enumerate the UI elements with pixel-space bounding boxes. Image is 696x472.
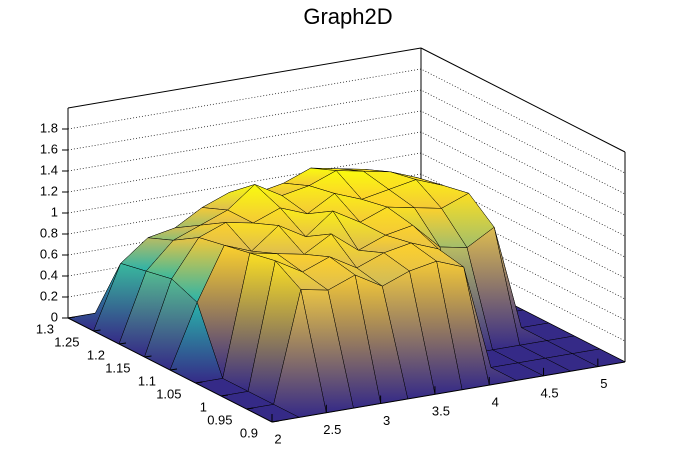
y-tick-label: 1.3 (36, 321, 54, 336)
grid-line (67, 236, 626, 342)
grid-line (67, 131, 626, 237)
y-tick-label: 1.1 (138, 373, 156, 388)
x-axis-line (271, 361, 626, 423)
y-tick-label: 0.95 (207, 412, 232, 427)
x-tick-label: 3.5 (432, 404, 450, 419)
x-tick-label: 4 (492, 395, 499, 410)
z-tick-label: 0 (51, 309, 58, 324)
x-tick-label: 4.5 (540, 385, 558, 400)
y-tick-label: 1 (200, 399, 207, 414)
x-tick-label: 5 (600, 376, 607, 391)
y-tick-label: 1.05 (156, 386, 181, 401)
grid-line (67, 152, 626, 258)
grid-line (67, 194, 626, 300)
y-tick (144, 355, 152, 358)
y-tick-label: 1.15 (105, 360, 130, 375)
frame-edge (67, 47, 422, 109)
z-tick-label: 1.8 (40, 120, 58, 135)
y-tick-label: 1.2 (87, 347, 105, 362)
z-tick-label: 1.6 (40, 141, 58, 156)
y-tick (118, 342, 127, 345)
frame-edge (420, 47, 626, 153)
grid-line (67, 173, 626, 279)
y-tick (271, 420, 280, 423)
grid-line (67, 110, 626, 216)
z-tick-label: 1.2 (40, 183, 58, 198)
surface (67, 167, 626, 423)
chart-title: Graph2D (303, 4, 392, 29)
y-tick (93, 329, 101, 332)
grid-line (67, 89, 626, 195)
grid-line (67, 215, 626, 321)
z-tick-label: 0.2 (40, 288, 58, 303)
y-tick (220, 394, 229, 397)
z-tick-label: 1.4 (40, 162, 58, 177)
x-tick-label: 2 (274, 431, 281, 446)
y-tick (169, 368, 178, 371)
y-tick (195, 381, 203, 384)
x-tick-label: 2.5 (323, 422, 341, 437)
y-tick-label: 0.9 (240, 425, 258, 440)
grid-line (67, 68, 626, 174)
z-tick-label: 0.8 (40, 225, 58, 240)
y-tick (67, 316, 76, 319)
x-tick-label: 3 (383, 413, 390, 428)
y-tick (246, 407, 254, 410)
z-tick-label: 0.6 (40, 246, 58, 261)
z-tick-label: 0.4 (40, 267, 58, 282)
y-tick-label: 1.25 (54, 334, 79, 349)
z-tick-label: 1 (51, 204, 58, 219)
